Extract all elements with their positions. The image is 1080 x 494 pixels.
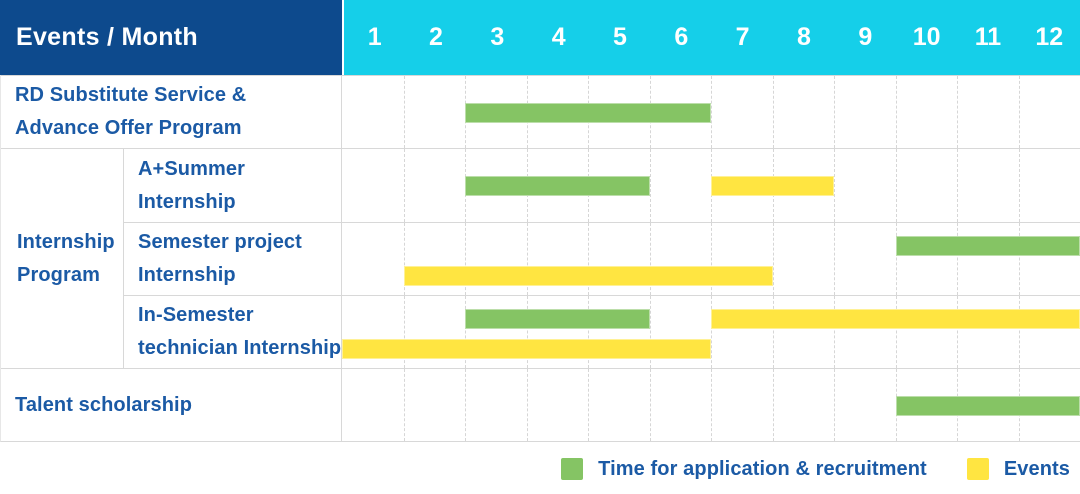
month-gridline [957, 76, 958, 148]
month-gridline [588, 369, 589, 441]
legend-item-events: Events [966, 457, 1070, 481]
gantt-bar-application [465, 176, 650, 196]
month-gridline [649, 369, 651, 441]
month-header-9: 9 [858, 23, 873, 51]
legend-swatch-yellow [966, 458, 989, 480]
month-gridline [1018, 223, 1020, 295]
gantt-bar-events [711, 176, 834, 196]
gantt-bar-application [465, 103, 711, 123]
month-gridline [711, 223, 712, 295]
month-header-12: 12 [1035, 23, 1064, 51]
group-rows: A+Summer Internship Semester project Int… [124, 149, 1080, 368]
gantt-bar-application [465, 309, 650, 329]
month-gridline [403, 76, 405, 148]
month-gridline [649, 149, 651, 222]
month-gridline [526, 369, 528, 441]
month-header-1: 1 [367, 23, 382, 51]
month-gridline [465, 296, 466, 368]
month-gridline [403, 149, 405, 222]
month-gridline [772, 223, 774, 295]
row-label-talent-scholarship: Talent scholarship [1, 369, 342, 441]
gantt-bar-events [342, 339, 711, 359]
row-label-rd-substitute: RD Substitute Service & Advance Offer Pr… [1, 76, 342, 148]
gantt-bar-events [403, 266, 773, 286]
timeline-rd-substitute [342, 76, 1080, 148]
timeline-talent-scholarship [342, 369, 1080, 441]
month-header-6: 6 [674, 23, 689, 51]
month-gridline [649, 296, 651, 368]
month-gridline [526, 296, 528, 368]
month-gridline [772, 296, 774, 368]
row-a-plus-summer: A+Summer Internship [124, 149, 1080, 222]
month-gridline [895, 223, 897, 295]
timeline-in-semester-technician [342, 296, 1080, 368]
legend: Time for application & recruitment Event… [0, 442, 1080, 494]
month-header-strip: 1 2 3 4 5 6 7 8 9 10 11 12 [342, 0, 1080, 75]
month-gridline [772, 76, 774, 148]
table-title-cell: Events / Month [0, 0, 342, 75]
legend-label-events: Events [1003, 457, 1070, 480]
month-gridline [1018, 76, 1020, 148]
legend-label-application: Time for application & recruitment [598, 457, 927, 480]
month-header-2: 2 [429, 23, 443, 51]
month-header-7: 7 [735, 23, 750, 51]
month-gridline [834, 76, 835, 148]
timeline-a-plus-summer [342, 149, 1080, 222]
month-gridline [834, 296, 835, 368]
month-gridline [465, 223, 466, 295]
table-title: Events / Month [16, 23, 198, 51]
gantt-bar-events [711, 309, 1080, 329]
gantt-bar-application [895, 396, 1080, 416]
legend-swatch-green [561, 458, 584, 480]
gantt-bar-application [895, 236, 1080, 256]
month-gridline [711, 76, 712, 148]
group-internship-program: Internship Program A+Summer Internship S… [1, 148, 1080, 368]
month-gridline [403, 223, 405, 295]
month-gridline [834, 369, 835, 441]
group-label-internship-program: Internship Program [1, 149, 124, 368]
month-header-5: 5 [613, 23, 627, 51]
month-gridline [403, 296, 405, 368]
month-gridline [957, 223, 958, 295]
month-header-11: 11 [974, 23, 1002, 51]
timeline-semester-project [342, 223, 1080, 295]
row-semester-project: Semester project Internship [124, 222, 1080, 295]
month-header-8: 8 [797, 23, 811, 51]
row-in-semester-technician: In-Semester technician Internship [124, 295, 1080, 368]
month-gridline [957, 296, 958, 368]
month-gridline [957, 149, 958, 222]
month-gridline [711, 296, 712, 368]
table-header-row: Events / Month 1 2 3 4 5 6 7 8 9 10 11 12 [0, 0, 1080, 75]
month-gridline [895, 149, 897, 222]
month-header-4: 4 [551, 23, 566, 51]
row-rd-substitute: RD Substitute Service & Advance Offer Pr… [1, 75, 1080, 148]
legend-item-application: Time for application & recruitment [561, 458, 927, 481]
month-gridline [526, 223, 528, 295]
month-gridline [895, 76, 897, 148]
month-gridline [1018, 149, 1020, 222]
month-gridline [895, 296, 897, 368]
month-gridline [403, 369, 405, 441]
month-gridline [834, 223, 835, 295]
row-talent-scholarship: Talent scholarship [1, 368, 1080, 441]
month-header-10: 10 [912, 23, 941, 51]
month-gridline [834, 149, 835, 222]
row-label-semester-project: Semester project Internship [124, 223, 342, 295]
row-label-in-semester-technician: In-Semester technician Internship [124, 296, 342, 368]
table-body: RD Substitute Service & Advance Offer Pr… [0, 75, 1080, 442]
month-gridline [588, 296, 589, 368]
month-header-3: 3 [490, 23, 505, 51]
month-gridline [772, 369, 774, 441]
month-gridline [465, 369, 466, 441]
month-gridline [1018, 296, 1020, 368]
row-label-a-plus-summer: A+Summer Internship [124, 149, 342, 222]
month-gridline [649, 223, 651, 295]
month-gridline [588, 223, 589, 295]
month-gridline [711, 369, 712, 441]
